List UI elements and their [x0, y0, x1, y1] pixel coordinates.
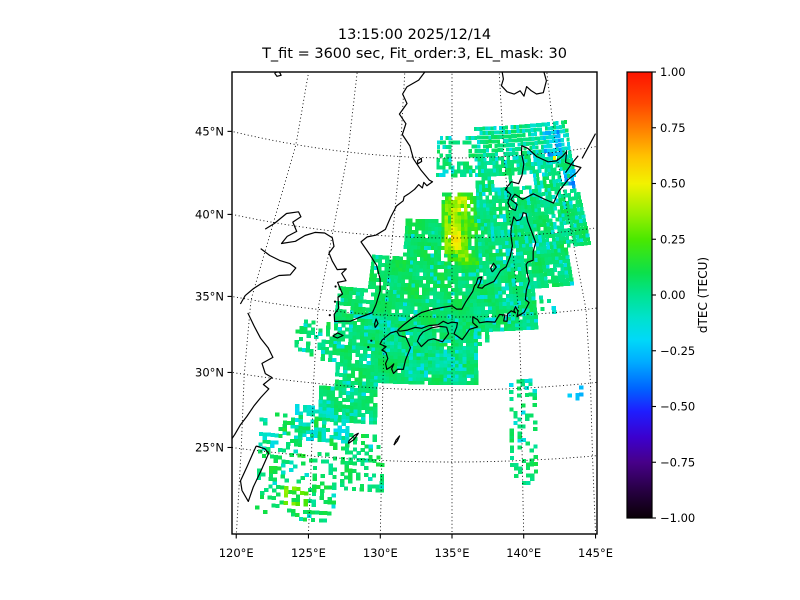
coastline-china: [232, 312, 274, 440]
coastlines: [232, 72, 597, 502]
colorbar-tick-label: −0.75: [660, 455, 695, 469]
graticule-gridlines: [232, 72, 597, 534]
coastline-amami: [393, 435, 401, 446]
coastline-tsushima: [374, 318, 379, 329]
colorbar-axis-label: dTEC (TECU): [696, 257, 710, 333]
islet-dot: [367, 346, 370, 349]
colorbar-tick-label: 0.75: [660, 121, 686, 135]
colorbar-gradient: [627, 72, 652, 518]
plot-title: 13:15:00 2025/12/14 T_fit = 3600 sec, Fi…: [232, 26, 597, 64]
parallel-25N: [232, 447, 597, 463]
colorbar-tick-label: −0.50: [660, 400, 695, 414]
colorbar-tick-label: 0.25: [660, 232, 686, 246]
coastline-taiwan: [239, 445, 270, 502]
coastline-sakhalin: [500, 72, 547, 97]
coastline-honshu: [397, 212, 537, 341]
x-tick-label-140E: 140°E: [506, 546, 541, 560]
y-tick-label-40N: 40°N: [195, 207, 224, 221]
plot-title-time: 13:15:00 2025/12/14: [337, 27, 492, 43]
coastline-mainland: [264, 72, 434, 323]
y-tick-label-25N: 25°N: [195, 440, 224, 454]
x-tick-label-120E: 120°E: [219, 546, 254, 560]
coastline-shikoku: [416, 325, 450, 348]
y-tick-label-35N: 35°N: [195, 289, 224, 303]
coastline-bohai: [239, 248, 297, 305]
y-tick-label-45N: 45°N: [195, 124, 224, 138]
parallel-40N: [232, 213, 597, 239]
parallel-30N: [232, 371, 597, 391]
coastline-khanka: [416, 157, 423, 165]
special-cell: [552, 155, 556, 160]
coastline-iturup: [581, 133, 597, 159]
dtec-cells: [255, 119, 591, 523]
coastline-jeju: [332, 332, 344, 339]
coastline-sado: [490, 262, 497, 273]
islet-dot: [370, 339, 373, 342]
colorbar-tick-label: 0.50: [660, 177, 686, 191]
meridian-125E: [308, 72, 358, 534]
islet-dot: [334, 285, 337, 288]
x-axis: 120°E 125°E 130°E 135°E 140°E 145°E: [219, 534, 613, 560]
colorbar-tick-label: −1.00: [660, 511, 695, 525]
meridian-140E: [498, 72, 525, 534]
coastline-nwlake: [274, 72, 282, 77]
coastline-okinawa: [347, 432, 359, 444]
plot-frame: [231, 71, 598, 535]
colorbar-tick-label: −0.25: [660, 344, 695, 358]
x-tick-label-135E: 135°E: [435, 546, 470, 560]
colorbar-tick-label: 0.00: [660, 288, 686, 302]
x-tick-label-145E: 145°E: [578, 546, 613, 560]
coastline-kunashir: [565, 155, 579, 174]
coastline-kyushu: [379, 330, 412, 374]
islet-dot: [328, 314, 331, 317]
x-tick-label-130E: 130°E: [363, 546, 398, 560]
islet-dot: [333, 300, 337, 303]
meridian-145E: [546, 72, 596, 534]
coastline-hokkaido: [504, 145, 582, 211]
plot-title-params: T_fit = 3600 sec, Fit_order:3, EL_mask: …: [262, 46, 567, 62]
colorbar-tick-label: 1.00: [660, 65, 686, 79]
colorbar: 1.00 0.75 0.50 0.25 0.00 −0.25 −0.50 −0.75 −1.00…: [626, 65, 710, 525]
y-axis: 25°N 30°N 35°N 40°N 45°N: [195, 124, 232, 454]
x-tick-label-125E: 125°E: [291, 546, 326, 560]
y-tick-label-30N: 30°N: [195, 365, 224, 379]
